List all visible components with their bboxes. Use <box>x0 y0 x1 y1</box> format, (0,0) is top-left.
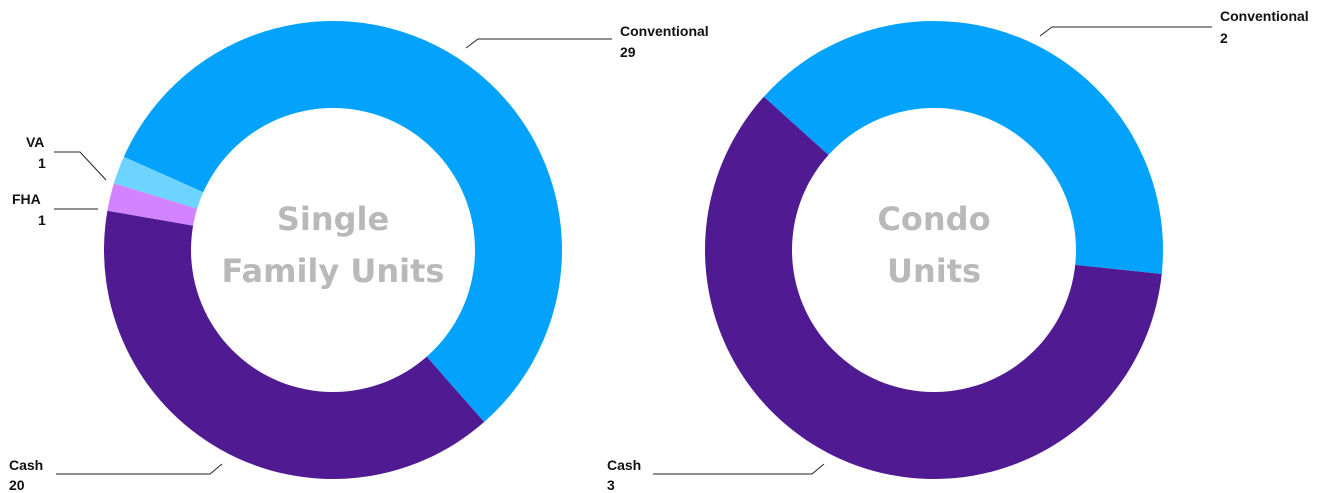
label-va-single-family: VA <box>26 134 44 150</box>
leader-conventional-condo <box>1039 26 1212 37</box>
value-conventional-single-family: 29 <box>620 44 636 60</box>
donut-condo: Condo Units Conventional 2 Cash 3 <box>607 8 1309 493</box>
value-va-single-family: 1 <box>38 155 46 171</box>
donut-single-family: Single Family Units Conventional 29 VA 1… <box>9 20 709 493</box>
donut-hole-single-family <box>191 108 475 392</box>
donut-hole-condo <box>792 108 1076 392</box>
leader-va-single-family <box>54 151 107 181</box>
value-cash-condo: 3 <box>607 477 615 493</box>
leader-cash-condo <box>653 463 825 475</box>
label-cash-single-family: Cash <box>9 457 43 473</box>
label-conventional-single-family: Conventional <box>620 23 709 39</box>
label-fha-single-family: FHA <box>12 191 41 207</box>
center-title-line-1-condo: Condo <box>877 200 990 238</box>
value-conventional-condo: 2 <box>1220 30 1228 46</box>
value-fha-single-family: 1 <box>38 212 46 228</box>
leader-cash-single-family <box>56 463 223 475</box>
center-title-line-2-condo: Units <box>887 252 981 290</box>
label-cash-condo: Cash <box>607 457 641 473</box>
center-title-line-2: Family Units <box>222 252 445 290</box>
value-cash-single-family: 20 <box>9 477 25 493</box>
center-title-line-1: Single <box>277 200 389 238</box>
label-conventional-condo: Conventional <box>1220 8 1309 24</box>
leader-conventional-single-family <box>465 38 612 49</box>
